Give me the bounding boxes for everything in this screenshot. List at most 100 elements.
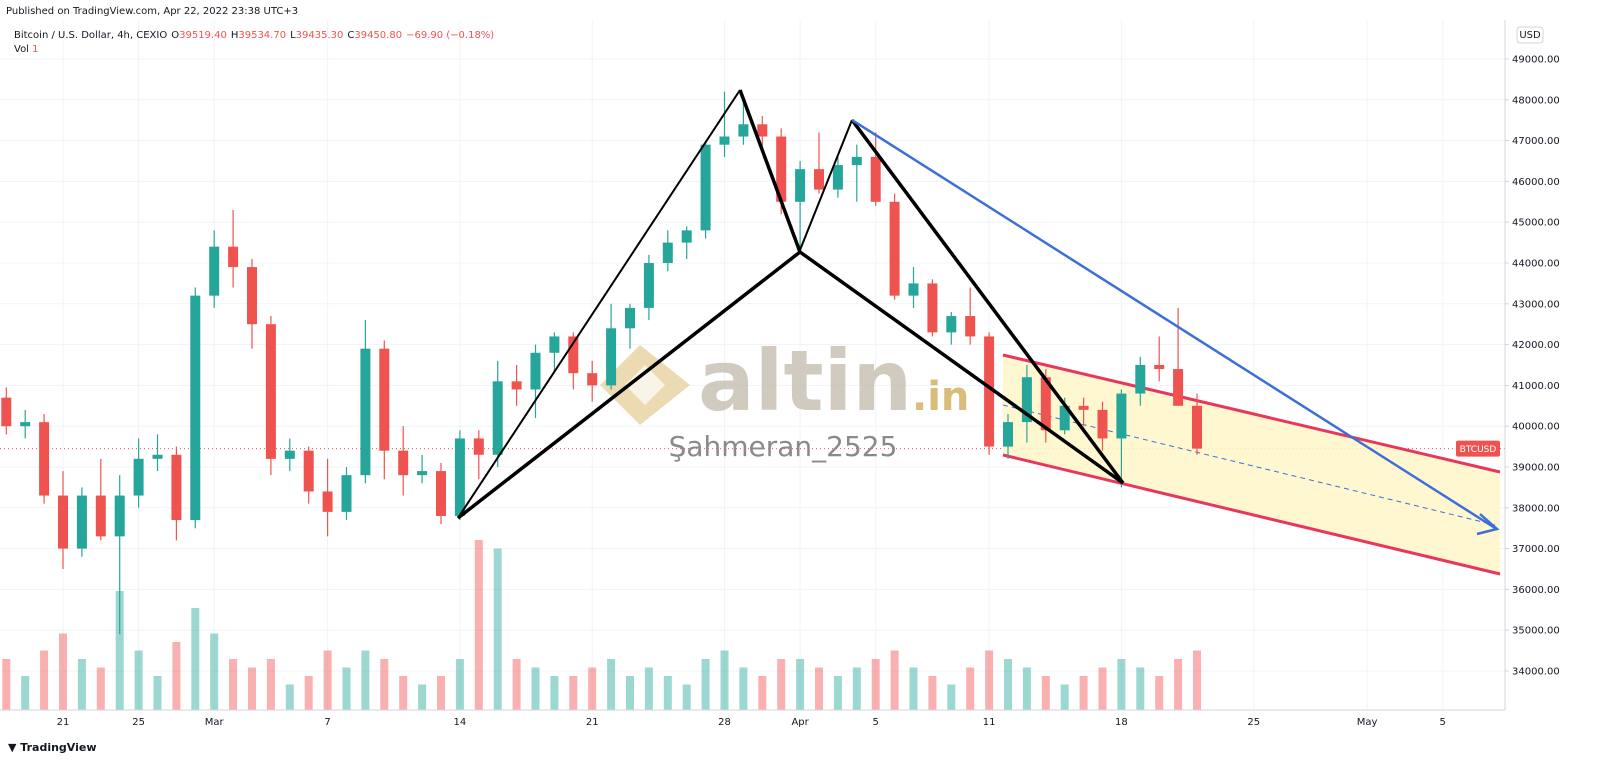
candle-body: [1059, 405, 1070, 431]
pattern-line: [850, 118, 1125, 485]
channel-lower: [1002, 453, 1501, 576]
volume-bar: [871, 659, 880, 710]
volume-bar: [569, 676, 578, 710]
volume-bar: [361, 650, 370, 710]
x-tick-label: 7: [324, 717, 330, 728]
x-tick-label: 11: [983, 717, 996, 728]
candle-body: [492, 381, 503, 455]
candle-body: [946, 316, 957, 333]
ohlc-value: 39534.70: [238, 30, 286, 41]
volume-bar: [115, 591, 124, 710]
x-tick-label: 25: [1247, 717, 1260, 728]
y-tick-label: 46000.00: [1512, 177, 1560, 188]
candle-body: [851, 156, 862, 166]
volume-bar: [966, 667, 975, 710]
y-tick-label: 39000.00: [1512, 462, 1560, 473]
volume-bar: [77, 659, 86, 710]
candle-body: [58, 495, 68, 549]
candle-body: [473, 438, 484, 455]
channel-upper: [1002, 353, 1501, 474]
candle-body: [114, 495, 125, 537]
y-tick-label: 45000.00: [1512, 218, 1560, 229]
candle-body: [700, 144, 711, 231]
candle-body: [1097, 409, 1108, 439]
volume-bar: [59, 633, 67, 710]
volume-bar: [1155, 676, 1164, 710]
y-tick-label: 43000.00: [1512, 299, 1560, 310]
drawings: [1002, 353, 1501, 576]
volume-bar: [21, 676, 30, 710]
watermark-suffix: .in: [912, 374, 969, 420]
volume-bar: [890, 650, 899, 710]
ohlc-label: L: [290, 30, 296, 41]
volume-bar: [512, 659, 521, 710]
candle-body: [1078, 405, 1089, 410]
volume-bar: [1004, 659, 1012, 710]
ohlc-label: C: [347, 30, 354, 41]
candle-body: [1192, 405, 1202, 449]
volume-bar: [493, 548, 502, 710]
ohlc-value: 39450.80: [354, 30, 402, 41]
logo-inner: [625, 365, 665, 405]
published: Published on TradingView.com, Apr 22, 20…: [6, 6, 298, 17]
pattern-line: [456, 250, 802, 520]
y-tick-label: 42000.00: [1512, 340, 1560, 351]
candle-body: [1, 397, 12, 427]
candle-body: [379, 348, 390, 451]
volume-bar: [210, 633, 219, 710]
candle-body: [39, 422, 50, 496]
candle-body: [738, 124, 749, 137]
volume-bar: [285, 684, 294, 710]
x-tick-label: 28: [718, 717, 731, 728]
candle-body: [417, 471, 428, 476]
volume-bar: [455, 659, 464, 710]
candle-body: [776, 136, 787, 202]
candle-body: [95, 495, 106, 537]
candle-body: [1173, 369, 1184, 406]
volume-bar: [739, 667, 748, 710]
channel-fill: [1003, 355, 1500, 574]
candle-body: [681, 230, 692, 243]
y-tick-label: 47000.00: [1512, 136, 1560, 147]
volume-bar: [40, 650, 49, 710]
volume-bar: [1079, 676, 1088, 710]
candle-body: [965, 316, 976, 337]
volume-bar: [1098, 667, 1107, 710]
vol-legend: Vol 1: [14, 44, 39, 55]
candle-body: [643, 263, 654, 308]
volume-bar: [1060, 684, 1069, 710]
y-tick-label: 40000.00: [1512, 422, 1560, 433]
volume-bar: [626, 676, 634, 710]
change: −69.90 (−0.18%): [406, 30, 494, 41]
volume-bar: [815, 667, 823, 710]
candle-body: [832, 165, 843, 190]
candle-body: [209, 246, 220, 296]
candle-body: [662, 242, 673, 264]
y-tick-label: 34000.00: [1512, 666, 1560, 677]
y-tick-label: 49000.00: [1512, 55, 1560, 66]
volume-bar: [550, 676, 559, 710]
pattern: [456, 89, 1500, 536]
footer: ▼ TradingView: [8, 741, 97, 754]
candle-body: [587, 373, 598, 386]
candle-body: [322, 491, 333, 512]
candle-body: [795, 169, 806, 202]
pattern-line: [798, 250, 1125, 485]
ohlc-value: 39435.30: [296, 30, 344, 41]
volume-bar: [644, 667, 653, 710]
volume-bar: [172, 642, 181, 710]
symbol: Bitcoin / U.S. Dollar, 4h, CEXIO: [14, 30, 167, 41]
y-tick-label: 41000.00: [1512, 381, 1560, 392]
candles: [1, 91, 1202, 635]
volume-bar: [758, 676, 767, 710]
volume-bar: [229, 659, 238, 710]
candle-body: [984, 336, 995, 447]
volume-bar: [1041, 676, 1050, 710]
legend: Bitcoin / U.S. Dollar, 4h, CEXIO O39519.4…: [14, 30, 494, 41]
pattern-line: [457, 89, 741, 519]
x-tick-label: 25: [132, 717, 145, 728]
candle-body: [360, 348, 371, 476]
volume-bar: [1174, 659, 1183, 710]
volume-bar: [909, 667, 918, 710]
